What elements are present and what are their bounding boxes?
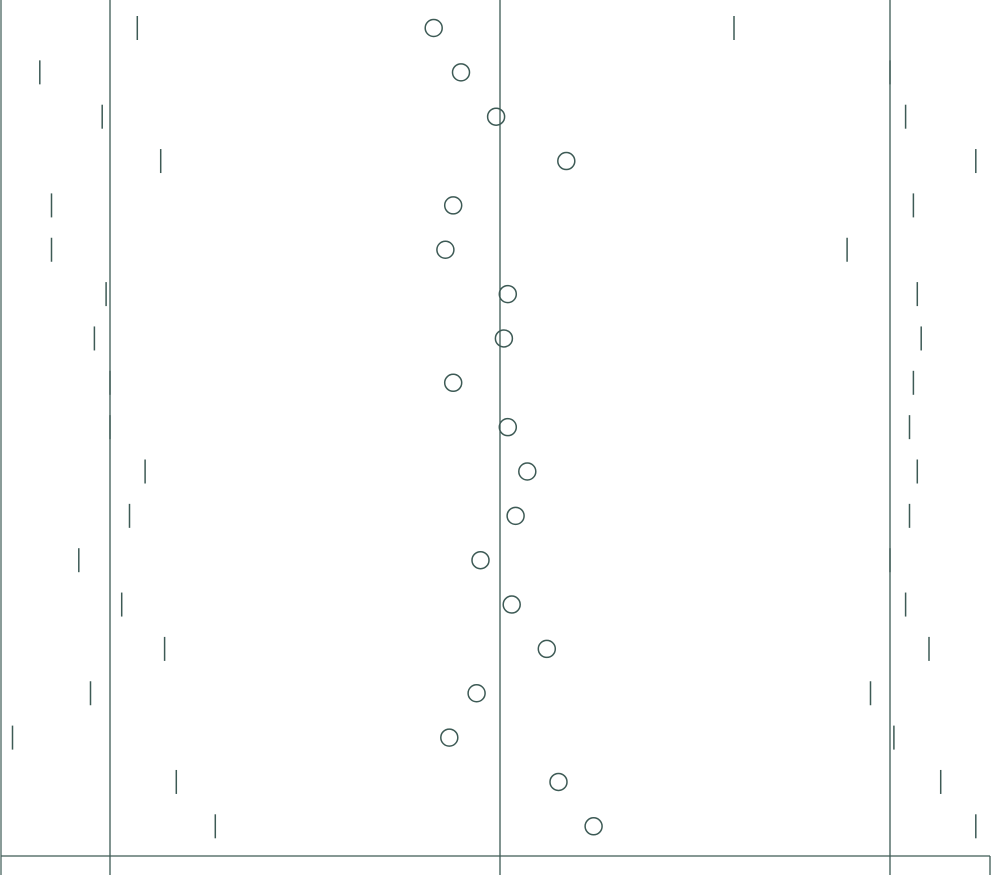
point-estimate-5 (437, 241, 454, 258)
point-estimate-1 (453, 64, 470, 81)
point-estimate-10 (519, 463, 536, 480)
point-estimate-7 (495, 330, 512, 347)
point-estimate-13 (503, 596, 520, 613)
point-estimate-18 (585, 818, 602, 835)
point-estimate-11 (507, 507, 524, 524)
point-estimate-17 (550, 773, 567, 790)
point-estimate-8 (445, 374, 462, 391)
point-estimate-2 (488, 108, 505, 125)
point-estimate-6 (499, 286, 516, 303)
point-estimate-16 (441, 729, 458, 746)
point-estimate-0 (425, 20, 442, 37)
point-estimate-12 (472, 552, 489, 569)
point-estimate-4 (445, 197, 462, 214)
point-estimate-14 (538, 640, 555, 657)
point-estimate-9 (499, 419, 516, 436)
point-estimate-3 (558, 153, 575, 170)
point-estimate-15 (468, 685, 485, 702)
